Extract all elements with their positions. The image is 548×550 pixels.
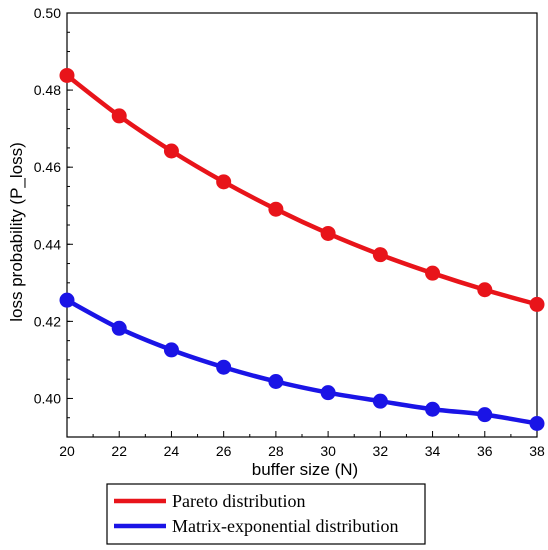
data-point (268, 373, 284, 389)
x-tick-label: 30 (320, 443, 336, 459)
data-point (477, 407, 493, 423)
x-tick-label: 26 (216, 443, 232, 459)
data-point (216, 174, 232, 190)
data-point (529, 416, 545, 432)
series-line (64, 73, 540, 307)
legend-label: Matrix-exponential distribution (172, 516, 398, 536)
data-point (216, 359, 232, 375)
data-point (372, 247, 388, 263)
legend-label: Pareto distribution (172, 491, 306, 511)
y-tick-label: 0.42 (34, 313, 61, 329)
data-point (268, 201, 284, 217)
data-point (111, 320, 127, 336)
data-point (320, 385, 336, 401)
series-layer (59, 67, 545, 432)
x-tick-label: 32 (373, 443, 389, 459)
x-axis: 20 22 24 26 28 30 32 34 36 38 (59, 431, 545, 459)
x-tick-label: 28 (268, 443, 284, 459)
y-tick-label: 0.40 (34, 390, 61, 406)
y-axis: 0.40 0.42 0.44 0.46 0.48 0.50 (34, 5, 73, 438)
data-point (425, 401, 441, 417)
plot-border (66, 12, 538, 438)
x-tick-label: 24 (164, 443, 180, 459)
x-tick-label: 20 (59, 443, 75, 459)
data-point (163, 143, 179, 159)
y-tick-label: 0.48 (34, 82, 61, 98)
x-tick-label: 34 (425, 443, 441, 459)
data-point (320, 225, 336, 241)
data-point (372, 393, 388, 409)
data-point (163, 342, 179, 358)
y-tick-label: 0.46 (34, 159, 61, 175)
y-tick-label: 0.44 (34, 236, 61, 252)
x-tick-label: 36 (477, 443, 493, 459)
data-point (529, 296, 545, 312)
plot-area (66, 12, 538, 438)
y-axis-title: loss probability (P_loss) (7, 142, 26, 322)
legend: Pareto distribution Matrix-exponential di… (106, 483, 426, 545)
data-point (59, 67, 75, 83)
series-matrix-exponential (59, 292, 545, 432)
data-point (111, 108, 127, 124)
y-tick-label: 0.50 (34, 5, 61, 21)
x-tick-label: 38 (529, 443, 545, 459)
legend-box (106, 483, 426, 545)
data-point (477, 282, 493, 298)
data-point (425, 265, 441, 281)
x-axis-title: buffer size (N) (252, 460, 358, 479)
data-point (59, 292, 75, 308)
series-line (64, 297, 540, 426)
x-tick-label: 22 (111, 443, 127, 459)
series-pareto (59, 67, 545, 312)
